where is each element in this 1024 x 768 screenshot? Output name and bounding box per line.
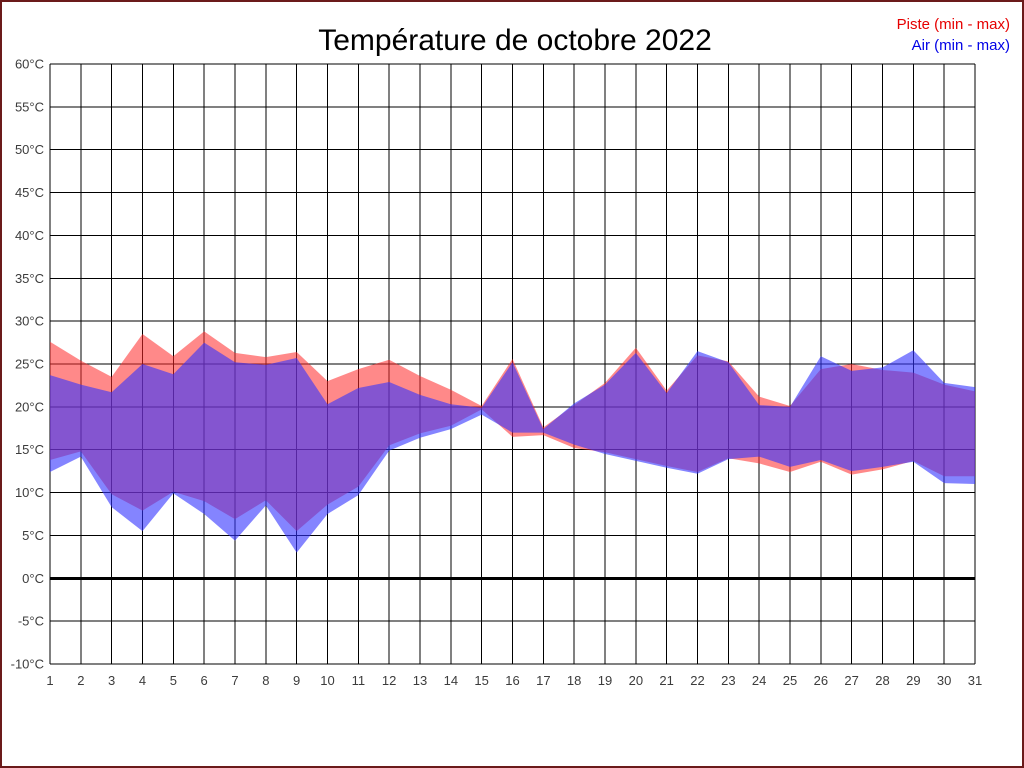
x-tick-label: 4 [139,673,146,688]
x-tick-label: 7 [231,673,238,688]
y-tick-label: 35°C [15,271,44,286]
x-tick-label: 3 [108,673,115,688]
x-tick-label: 9 [293,673,300,688]
plot-area: 60°C55°C50°C45°C40°C35°C30°C25°C20°C15°C… [11,57,983,689]
x-tick-label: 10 [320,673,334,688]
y-tick-label: 5°C [22,528,44,543]
y-tick-label: 40°C [15,228,44,243]
y-tick-label: 50°C [15,142,44,157]
y-tick-label: 55°C [15,99,44,114]
y-tick-label: 0°C [22,571,44,586]
x-tick-label: 2 [77,673,84,688]
x-tick-label: 14 [444,673,458,688]
x-tick-label: 15 [474,673,488,688]
legend-air-label: Air (min - max) [912,37,1010,54]
x-tick-label: 22 [690,673,704,688]
x-tick-label: 25 [783,673,797,688]
y-tick-label: 45°C [15,185,44,200]
x-tick-label: 1 [46,673,53,688]
x-tick-label: 5 [170,673,177,688]
x-tick-label: 19 [598,673,612,688]
x-tick-label: 8 [262,673,269,688]
x-tick-label: 18 [567,673,581,688]
x-tick-label: 26 [814,673,828,688]
y-tick-label: 15°C [15,442,44,457]
y-tick-label: 20°C [15,399,44,414]
x-tick-label: 16 [505,673,519,688]
x-tick-label: 11 [352,673,366,688]
grid [49,63,976,665]
x-tick-label: 17 [536,673,550,688]
y-tick-label: 30°C [15,314,44,329]
air-band [50,342,975,553]
x-tick-label: 30 [937,673,951,688]
y-tick-label: -5°C [18,614,44,629]
x-tick-label: 28 [875,673,889,688]
axis-labels: 60°C55°C50°C45°C40°C35°C30°C25°C20°C15°C… [11,57,983,689]
x-tick-label: 23 [721,673,735,688]
chart-title: Température de octobre 2022 [318,24,712,57]
y-tick-label: 60°C [15,57,44,72]
x-tick-label: 29 [906,673,920,688]
y-tick-label: 25°C [15,357,44,372]
x-tick-label: 6 [201,673,208,688]
x-tick-label: 12 [382,673,396,688]
x-tick-label: 20 [629,673,643,688]
x-tick-label: 24 [752,673,766,688]
y-tick-label: 10°C [15,485,44,500]
x-tick-label: 13 [413,673,427,688]
x-tick-label: 31 [968,673,982,688]
x-tick-label: 21 [659,673,673,688]
y-tick-label: -10°C [11,657,44,672]
legend-piste-label: Piste (min - max) [897,16,1010,33]
x-tick-label: 27 [844,673,858,688]
